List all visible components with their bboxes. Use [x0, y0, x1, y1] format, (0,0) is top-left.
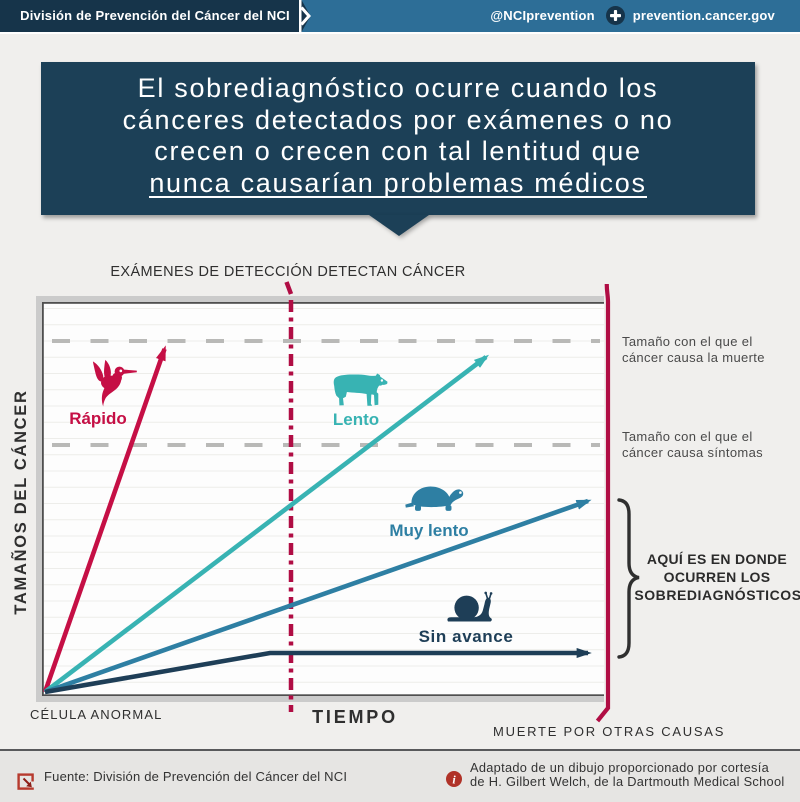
- svg-text:Sin avance: Sin avance: [419, 627, 514, 646]
- svg-text:Rápido: Rápido: [69, 409, 127, 428]
- svg-text:OCURREN LOS: OCURREN LOS: [664, 569, 771, 585]
- svg-text:cáncer causa síntomas: cáncer causa síntomas: [622, 445, 763, 460]
- svg-text:Lento: Lento: [333, 410, 379, 429]
- svg-text:i: i: [452, 773, 456, 787]
- svg-text:Muy lento: Muy lento: [389, 521, 468, 540]
- svg-text:MUERTE POR OTRAS CAUSAS: MUERTE POR OTRAS CAUSAS: [493, 724, 725, 739]
- svg-text:AQUÍ ES EN DONDE: AQUÍ ES EN DONDE: [647, 551, 787, 567]
- svg-text:CÉLULA ANORMAL: CÉLULA ANORMAL: [30, 707, 162, 722]
- svg-text:cáncer causa la muerte: cáncer causa la muerte: [622, 350, 765, 365]
- svg-text:TAMAÑOS DEL CÁNCER: TAMAÑOS DEL CÁNCER: [10, 389, 30, 614]
- svg-text:SOBREDIAGNÓSTICOS: SOBREDIAGNÓSTICOS: [634, 586, 800, 603]
- svg-text:EXÁMENES DE DETECCIÓN DETECTAN: EXÁMENES DE DETECCIÓN DETECTAN CÁNCER: [110, 263, 465, 280]
- svg-text:Tamaño con el que el: Tamaño con el que el: [622, 429, 753, 444]
- svg-text:TIEMPO: TIEMPO: [312, 707, 398, 727]
- svg-text:Tamaño con el que el: Tamaño con el que el: [622, 334, 753, 349]
